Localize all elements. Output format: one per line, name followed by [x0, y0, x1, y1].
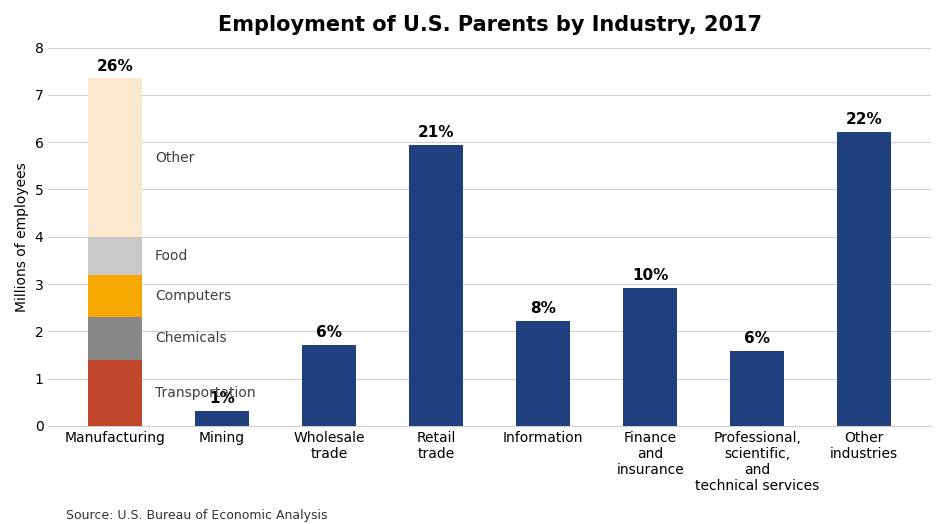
- Bar: [837, 132, 891, 426]
- Text: 26%: 26%: [96, 59, 133, 74]
- Text: 21%: 21%: [418, 125, 454, 140]
- Text: 10%: 10%: [632, 268, 668, 283]
- Text: 6%: 6%: [316, 325, 342, 340]
- Bar: [410, 145, 463, 426]
- Text: 22%: 22%: [846, 112, 883, 127]
- Text: 8%: 8%: [530, 301, 556, 316]
- Bar: [730, 351, 784, 426]
- Bar: [88, 317, 142, 359]
- Bar: [88, 79, 142, 237]
- Text: 1%: 1%: [209, 391, 235, 406]
- Bar: [196, 411, 249, 426]
- Text: Transportation: Transportation: [155, 386, 255, 400]
- Text: Source: U.S. Bureau of Economic Analysis: Source: U.S. Bureau of Economic Analysis: [66, 509, 327, 522]
- Text: Food: Food: [155, 249, 188, 263]
- Text: Chemicals: Chemicals: [155, 331, 226, 345]
- Bar: [88, 275, 142, 317]
- Text: Computers: Computers: [155, 289, 231, 303]
- Bar: [88, 237, 142, 275]
- Y-axis label: Millions of employees: Millions of employees: [15, 162, 29, 312]
- Title: Employment of U.S. Parents by Industry, 2017: Employment of U.S. Parents by Industry, …: [218, 15, 762, 35]
- Bar: [88, 359, 142, 426]
- Text: 6%: 6%: [745, 331, 770, 346]
- Bar: [623, 288, 677, 426]
- Text: Other: Other: [155, 150, 194, 165]
- Bar: [517, 321, 569, 426]
- Bar: [303, 344, 356, 426]
